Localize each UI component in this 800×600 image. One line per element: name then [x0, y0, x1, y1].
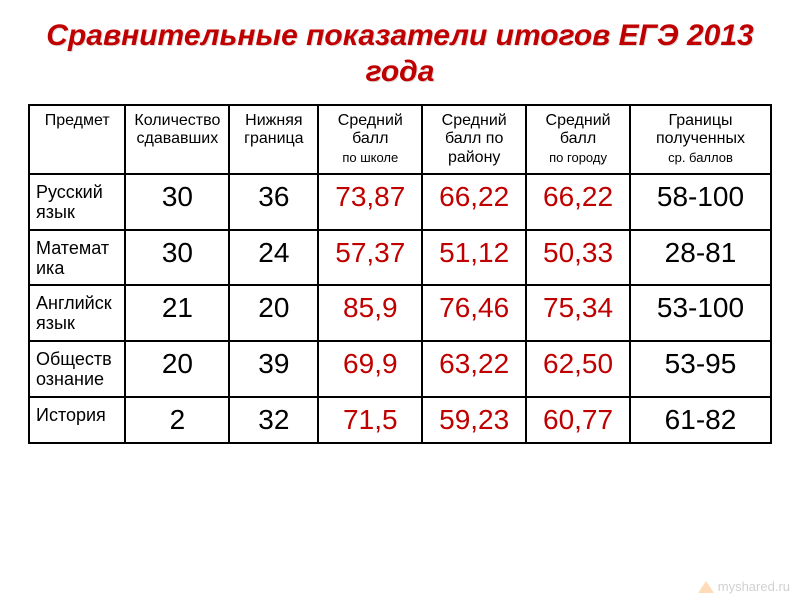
cell-count: 30 [125, 230, 229, 286]
cell-school: 71,5 [318, 397, 422, 443]
table-header: Предмет Количество сдававших Нижняя гран… [29, 105, 771, 174]
cell-subject: История [29, 397, 125, 443]
col-label: Средний балл [338, 112, 403, 147]
cell-school: 57,37 [318, 230, 422, 286]
cell-lower: 20 [229, 285, 318, 341]
cell-district: 76,46 [422, 285, 526, 341]
col-header-count: Количество сдававших [125, 105, 229, 174]
slide: Сравнительные показатели итогов ЕГЭ 2013… [0, 0, 800, 600]
cell-city: 66,22 [526, 174, 630, 230]
table-body: Русский язык303673,8766,2266,2258-100Мат… [29, 174, 771, 442]
table-row: Математика302457,3751,1250,3328-81 [29, 230, 771, 286]
page-title: Сравнительные показатели итогов ЕГЭ 2013… [28, 18, 772, 90]
col-header-lower: Нижняя граница [229, 105, 318, 174]
cell-city: 62,50 [526, 341, 630, 397]
col-label: Средний балл [546, 112, 611, 147]
cell-lower: 36 [229, 174, 318, 230]
col-header-range: Границы полученных ср. баллов [630, 105, 771, 174]
cell-count: 30 [125, 174, 229, 230]
col-header-district: Средний балл по району [422, 105, 526, 174]
col-header-subject: Предмет [29, 105, 125, 174]
col-sublabel: по городу [533, 151, 623, 166]
cell-city: 50,33 [526, 230, 630, 286]
cell-range: 53-100 [630, 285, 771, 341]
cell-district: 66,22 [422, 174, 526, 230]
cell-city: 60,77 [526, 397, 630, 443]
col-label: Средний балл по району [442, 112, 507, 166]
table-row: Русский язык303673,8766,2266,2258-100 [29, 174, 771, 230]
triangle-icon [698, 581, 714, 593]
col-header-city: Средний балл по городу [526, 105, 630, 174]
cell-count: 21 [125, 285, 229, 341]
cell-subject: Обществознание [29, 341, 125, 397]
col-header-school: Средний балл по школе [318, 105, 422, 174]
cell-range: 58-100 [630, 174, 771, 230]
cell-count: 2 [125, 397, 229, 443]
cell-subject: Английск язык [29, 285, 125, 341]
cell-city: 75,34 [526, 285, 630, 341]
cell-count: 20 [125, 341, 229, 397]
cell-range: 53-95 [630, 341, 771, 397]
cell-school: 85,9 [318, 285, 422, 341]
cell-school: 73,87 [318, 174, 422, 230]
results-table: Предмет Количество сдававших Нижняя гран… [28, 104, 772, 444]
col-label: Предмет [45, 112, 110, 129]
cell-lower: 39 [229, 341, 318, 397]
watermark-text: myshared.ru [718, 579, 790, 594]
col-label: Нижняя граница [244, 112, 303, 147]
cell-district: 63,22 [422, 341, 526, 397]
cell-range: 61-82 [630, 397, 771, 443]
table-row: История23271,559,2360,7761-82 [29, 397, 771, 443]
table-row: Английск язык212085,976,4675,3453-100 [29, 285, 771, 341]
watermark: myshared.ru [698, 579, 790, 594]
cell-district: 59,23 [422, 397, 526, 443]
cell-school: 69,9 [318, 341, 422, 397]
col-sublabel: по школе [325, 151, 415, 166]
cell-subject: Русский язык [29, 174, 125, 230]
cell-lower: 24 [229, 230, 318, 286]
col-label: Границы полученных [656, 112, 745, 147]
cell-subject: Математика [29, 230, 125, 286]
cell-district: 51,12 [422, 230, 526, 286]
col-sublabel: ср. баллов [637, 151, 764, 166]
cell-lower: 32 [229, 397, 318, 443]
table-row: Обществознание203969,963,2262,5053-95 [29, 341, 771, 397]
col-label: Количество сдававших [134, 112, 220, 147]
cell-range: 28-81 [630, 230, 771, 286]
